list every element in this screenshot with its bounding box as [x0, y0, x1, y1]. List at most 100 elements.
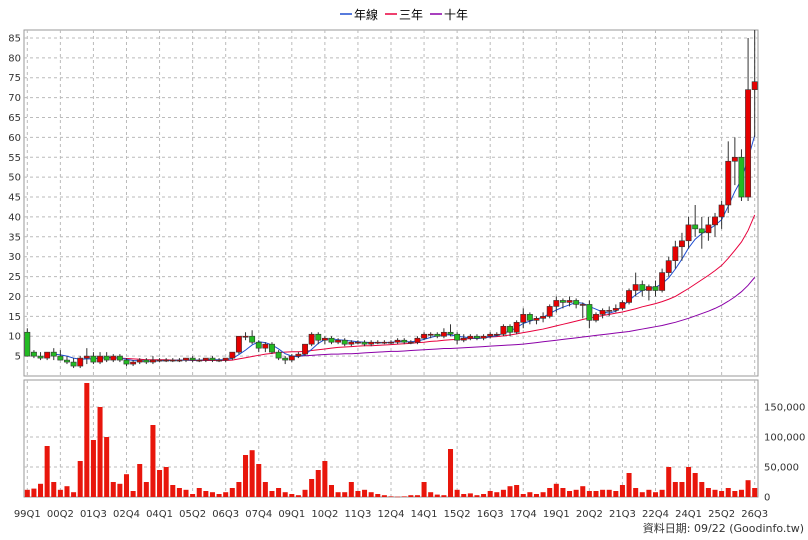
volume-bar: [24, 489, 30, 497]
volume-bar: [295, 495, 301, 497]
grid: [23, 29, 759, 498]
volume-bar: [414, 495, 420, 497]
volume-bar: [745, 480, 751, 497]
candlestick: [579, 302, 586, 319]
candlestick: [718, 201, 725, 229]
volume-bar: [362, 489, 368, 497]
volume-bar: [679, 482, 685, 497]
volume-bar: [659, 489, 665, 497]
volume-bar: [692, 473, 698, 497]
volume-bar: [64, 486, 70, 497]
volume-bar: [51, 482, 57, 497]
candlestick: [652, 280, 659, 297]
volume-bar: [527, 492, 533, 497]
volume-bar: [395, 496, 401, 498]
volume-bar: [236, 482, 242, 497]
candle-body: [421, 333, 428, 339]
candle-body: [679, 240, 685, 248]
volume-bar: [586, 491, 592, 497]
volume-bar: [666, 467, 672, 497]
candlestick: [282, 356, 289, 365]
candlestick: [454, 332, 461, 345]
x-tick-label: 06Q3: [212, 509, 239, 520]
candlestick: [90, 352, 97, 365]
candle-body: [354, 341, 361, 344]
candle-body: [328, 337, 335, 343]
candlestick: [540, 312, 547, 323]
volume-bar: [143, 482, 149, 497]
candle-body: [447, 331, 454, 335]
x-tick-label: 26Q3: [741, 509, 768, 520]
candle-body: [335, 339, 342, 343]
candlestick: [348, 340, 355, 347]
candlestick: [645, 284, 652, 301]
candle-body: [202, 357, 209, 361]
volume-bar: [467, 493, 473, 497]
candle-body: [652, 286, 659, 291]
candle-body: [176, 359, 183, 362]
volume-bar: [309, 479, 315, 497]
candlestick: [288, 354, 295, 363]
volume-bar: [276, 488, 282, 497]
candle-body: [341, 339, 348, 345]
candlestick: [626, 288, 632, 305]
candlestick: [586, 300, 593, 329]
volume-bar: [77, 461, 83, 497]
candlestick: [176, 358, 183, 363]
candle-body: [440, 331, 447, 337]
x-tick-label: 25Q2: [708, 509, 735, 520]
candlestick: [275, 350, 282, 361]
volume-bar: [150, 425, 156, 497]
candle-body: [64, 359, 70, 363]
volume-bar: [170, 485, 176, 497]
volume-bar: [71, 492, 77, 497]
volume-bar: [209, 492, 215, 497]
volume-bar: [163, 467, 169, 497]
candle-body: [659, 272, 666, 291]
candle-body: [163, 359, 170, 362]
volume-bar: [322, 461, 328, 497]
candlestick: [308, 332, 315, 347]
volume-bar: [38, 483, 44, 497]
volume-bar: [408, 495, 414, 497]
candle-body: [705, 224, 712, 234]
candlestick: [70, 358, 77, 369]
candlestick: [738, 149, 745, 202]
x-tick-label: 01Q3: [80, 509, 107, 520]
candle-body: [698, 228, 705, 234]
candle-body: [216, 359, 223, 362]
candlestick: [302, 343, 308, 357]
candlestick: [136, 358, 143, 365]
volume-bar: [567, 491, 573, 497]
volume-bar: [157, 470, 163, 497]
candlestick: [321, 336, 328, 345]
candle-body: [110, 355, 117, 361]
candle-body: [454, 333, 461, 341]
volume-bar: [481, 494, 487, 497]
x-tick-label: 10Q2: [311, 509, 338, 520]
volume-bar: [388, 496, 394, 497]
candle-body: [474, 335, 480, 339]
candlestick: [725, 141, 732, 213]
candlestick: [156, 358, 163, 363]
candlestick: [249, 330, 256, 345]
x-tick-label: 11Q3: [344, 509, 371, 520]
candlestick: [632, 272, 639, 297]
candlestick: [612, 304, 619, 313]
candle-body: [612, 308, 619, 311]
candle-body: [235, 335, 242, 353]
candlestick: [659, 268, 666, 293]
x-tick-label: 24Q1: [675, 509, 702, 520]
volume-bars: [24, 383, 758, 498]
candlestick: [163, 358, 170, 363]
volume-bar: [719, 491, 725, 497]
candle-body: [487, 333, 494, 337]
volume-bar: [633, 488, 639, 497]
candle-body: [520, 314, 527, 323]
candlestick: [328, 336, 335, 345]
candle-body: [315, 333, 322, 341]
x-tick-label: 22Q4: [642, 509, 669, 520]
candle-body: [388, 341, 394, 344]
volume-bar: [123, 474, 130, 497]
volume-bar: [117, 483, 123, 497]
